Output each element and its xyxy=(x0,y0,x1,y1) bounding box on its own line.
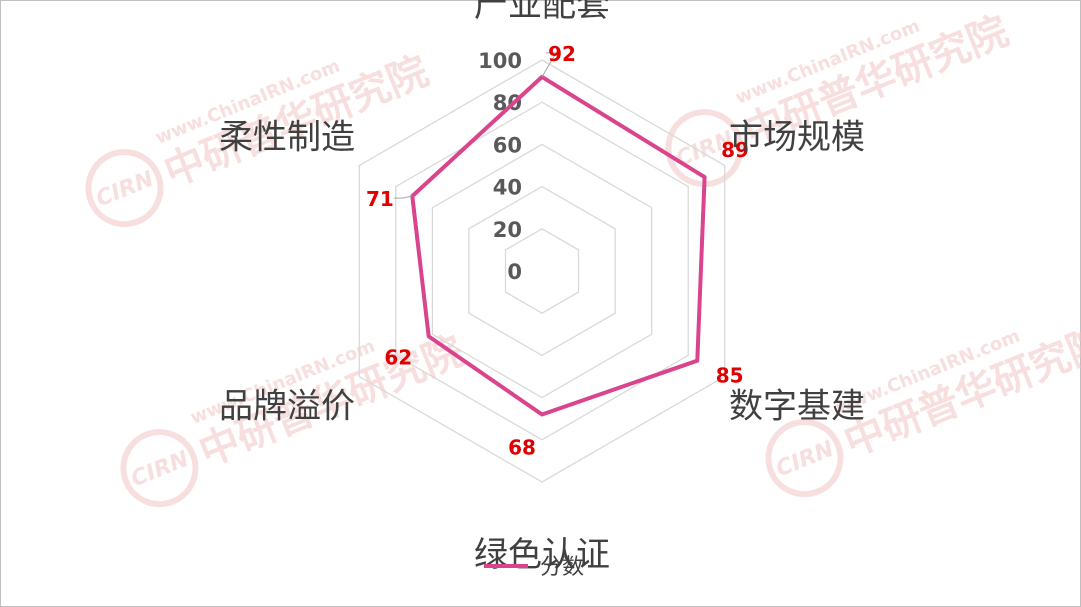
tick-label: 40 xyxy=(493,176,522,200)
grid-ring xyxy=(395,101,689,441)
data-label-leader xyxy=(541,52,557,78)
data-label: 62 xyxy=(384,345,412,369)
tick-label: 20 xyxy=(493,218,522,242)
data-label: 68 xyxy=(508,436,536,460)
category-label: 品牌溢价 xyxy=(219,387,355,427)
svg-text:CIRN: CIRN xyxy=(93,167,158,213)
category-label: 产业配套 xyxy=(474,0,610,25)
grid-ring xyxy=(468,185,616,357)
radar-grid xyxy=(358,59,726,483)
category-label: 绿色认证 xyxy=(474,535,610,575)
category-label: 市场规模 xyxy=(729,118,865,158)
legend[interactable]: 分数 xyxy=(484,555,584,580)
grid-ring xyxy=(431,143,653,399)
svg-text:CIRN: CIRN xyxy=(773,437,838,483)
label-layer: 92 89 85 68 62 71 xyxy=(366,42,749,460)
tick-label: 60 xyxy=(493,133,522,157)
tick-label: 80 xyxy=(493,91,522,115)
grid-ring xyxy=(504,228,580,314)
data-label: 89 xyxy=(721,138,749,162)
category-label: 数字基建 xyxy=(729,387,865,427)
tick-label: 0 xyxy=(507,260,522,284)
category-label: 柔性制造 xyxy=(219,118,355,158)
legend-entry-label: 分数 xyxy=(540,555,584,580)
data-label-leader xyxy=(393,195,413,199)
grid-ring xyxy=(358,59,726,483)
svg-text:CIRN: CIRN xyxy=(128,447,193,493)
tick-label: 100 xyxy=(478,49,522,73)
data-label: 92 xyxy=(548,42,576,66)
data-label: 71 xyxy=(366,187,394,211)
data-label: 85 xyxy=(716,364,744,388)
